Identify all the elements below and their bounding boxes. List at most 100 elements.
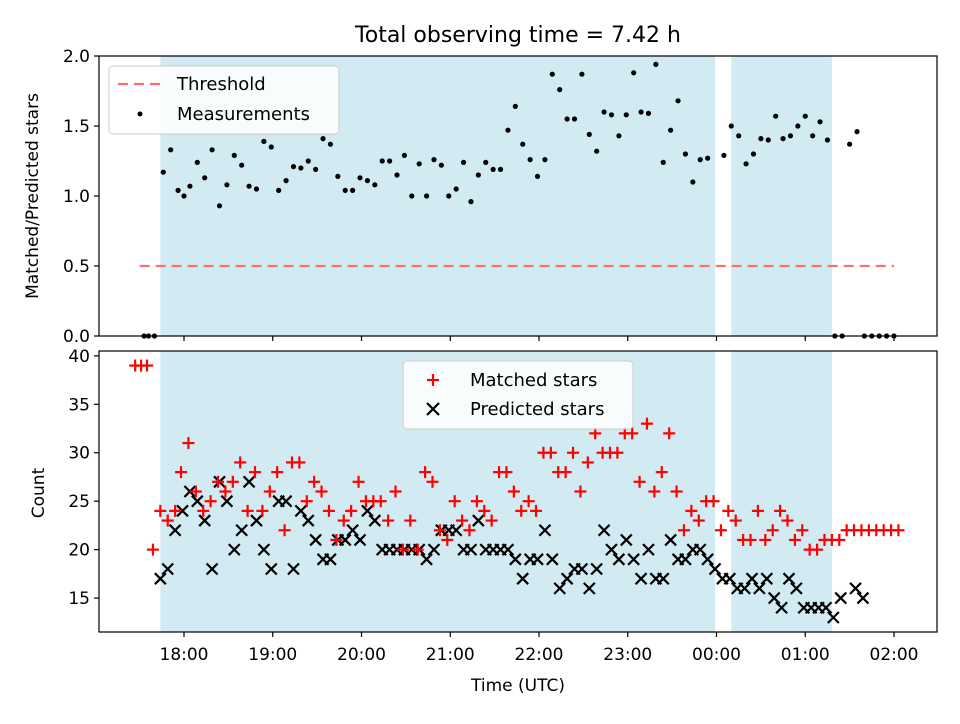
predicted-marker <box>849 582 862 595</box>
matched-marker <box>382 514 395 527</box>
matched-marker <box>271 466 284 479</box>
measurement-point <box>743 161 749 167</box>
predicted-marker <box>235 523 248 537</box>
predicted-marker <box>642 543 655 556</box>
matched-marker <box>161 514 174 527</box>
measurement-point <box>431 157 437 163</box>
x-tick-label: 22:00 <box>515 645 564 665</box>
measurement-point <box>601 109 607 115</box>
matched-marker <box>204 495 217 508</box>
measurement-point <box>780 136 786 142</box>
measurement-point <box>564 116 570 122</box>
predicted-marker <box>538 523 552 537</box>
matched-marker <box>189 485 202 498</box>
matched-marker <box>640 417 653 430</box>
matched-marker <box>648 485 661 498</box>
matched-marker <box>788 533 801 546</box>
top-shade-1 <box>731 56 832 336</box>
measurement-point <box>586 131 592 137</box>
predicted-marker <box>827 611 840 624</box>
measurement-point <box>364 178 371 184</box>
matched-marker <box>141 359 154 372</box>
measurement-point <box>527 157 533 163</box>
predicted-marker <box>701 553 714 566</box>
measurement-point <box>290 164 297 170</box>
matched-marker <box>766 524 779 537</box>
matched-marker <box>419 466 432 479</box>
top-y-tick-label: 0.5 <box>63 257 90 277</box>
measurement-point <box>202 175 208 181</box>
measurement-point <box>645 110 652 116</box>
measurement-point <box>608 112 615 118</box>
matched-marker <box>197 504 210 517</box>
matched-marker <box>337 514 350 527</box>
measurement-point <box>320 136 326 142</box>
predicted-marker <box>738 582 751 595</box>
matched-marker <box>626 427 639 440</box>
predicted-marker <box>287 562 300 576</box>
top-y-tick-label: 1.0 <box>63 187 90 207</box>
predicted-marker <box>257 543 271 556</box>
measurement-point <box>758 136 764 142</box>
x-tick-label: 02:00 <box>870 645 919 665</box>
predicted-marker <box>509 553 522 566</box>
x-tick-label: 19:00 <box>248 645 297 665</box>
matched-marker <box>574 485 587 498</box>
matched-marker <box>308 475 321 488</box>
bottom-y-ticks: 15 20 25 30 35 40 <box>68 347 99 609</box>
measurement-point <box>728 123 734 129</box>
matched-marker <box>478 504 491 517</box>
predicted-marker <box>464 543 478 556</box>
measurement-point <box>209 147 215 153</box>
matched-marker <box>389 485 402 498</box>
x-axis-label: Time (UTC) <box>470 676 565 696</box>
measurement-point <box>773 113 779 119</box>
matched-marker <box>522 495 535 508</box>
matched-markers <box>129 359 905 556</box>
predicted-marker <box>161 562 175 576</box>
predicted-marker <box>619 533 633 547</box>
predicted-marker <box>191 494 204 508</box>
predicted-marker <box>723 572 737 585</box>
predicted-marker <box>679 553 692 566</box>
predicted-marker <box>819 601 833 615</box>
predicted-marker <box>168 523 182 537</box>
predicted-marker <box>501 543 515 556</box>
measurement-point <box>594 148 600 154</box>
matched-marker <box>404 514 417 527</box>
measurement-point <box>446 193 452 199</box>
predicted-marker <box>250 514 263 527</box>
top-y-label: Matched/Predicted stars <box>23 93 43 299</box>
predicted-marker <box>634 572 648 585</box>
bottom-y-tick-label: 40 <box>68 347 90 367</box>
measurement-point <box>342 187 348 193</box>
top-panel: 0.00.51.01.52.0 Matched/Predicted stars … <box>23 47 938 347</box>
matched-marker <box>781 514 794 527</box>
measurement-point <box>246 183 252 189</box>
predicted-marker <box>627 553 640 566</box>
measurement-point <box>187 183 193 189</box>
measurement-point <box>160 169 166 175</box>
measurement-points <box>141 61 897 339</box>
matched-marker <box>744 533 757 546</box>
predicted-marker <box>346 523 359 537</box>
measurement-point <box>817 119 823 125</box>
predicted-marker <box>656 572 670 585</box>
measurement-point <box>194 159 200 165</box>
predicted-marker <box>472 514 485 527</box>
matched-marker <box>663 427 676 440</box>
matched-marker <box>729 514 742 527</box>
predicted-marker <box>753 582 766 595</box>
matched-marker <box>146 543 159 556</box>
predicted-marker <box>368 514 382 527</box>
bottom-x-ticks: 18:00 19:00 20:00 21:00 22:00 23:00 00:00 01:00… <box>160 632 919 665</box>
predicted-markers <box>154 475 870 624</box>
legend-predicted-label: Predicted stars <box>470 399 604 420</box>
matched-marker <box>722 504 735 517</box>
measurement-point <box>423 193 430 199</box>
measurement-point <box>335 173 341 179</box>
measurement-point <box>824 137 831 143</box>
measurement-point <box>475 172 481 178</box>
measurement-point <box>750 151 757 157</box>
